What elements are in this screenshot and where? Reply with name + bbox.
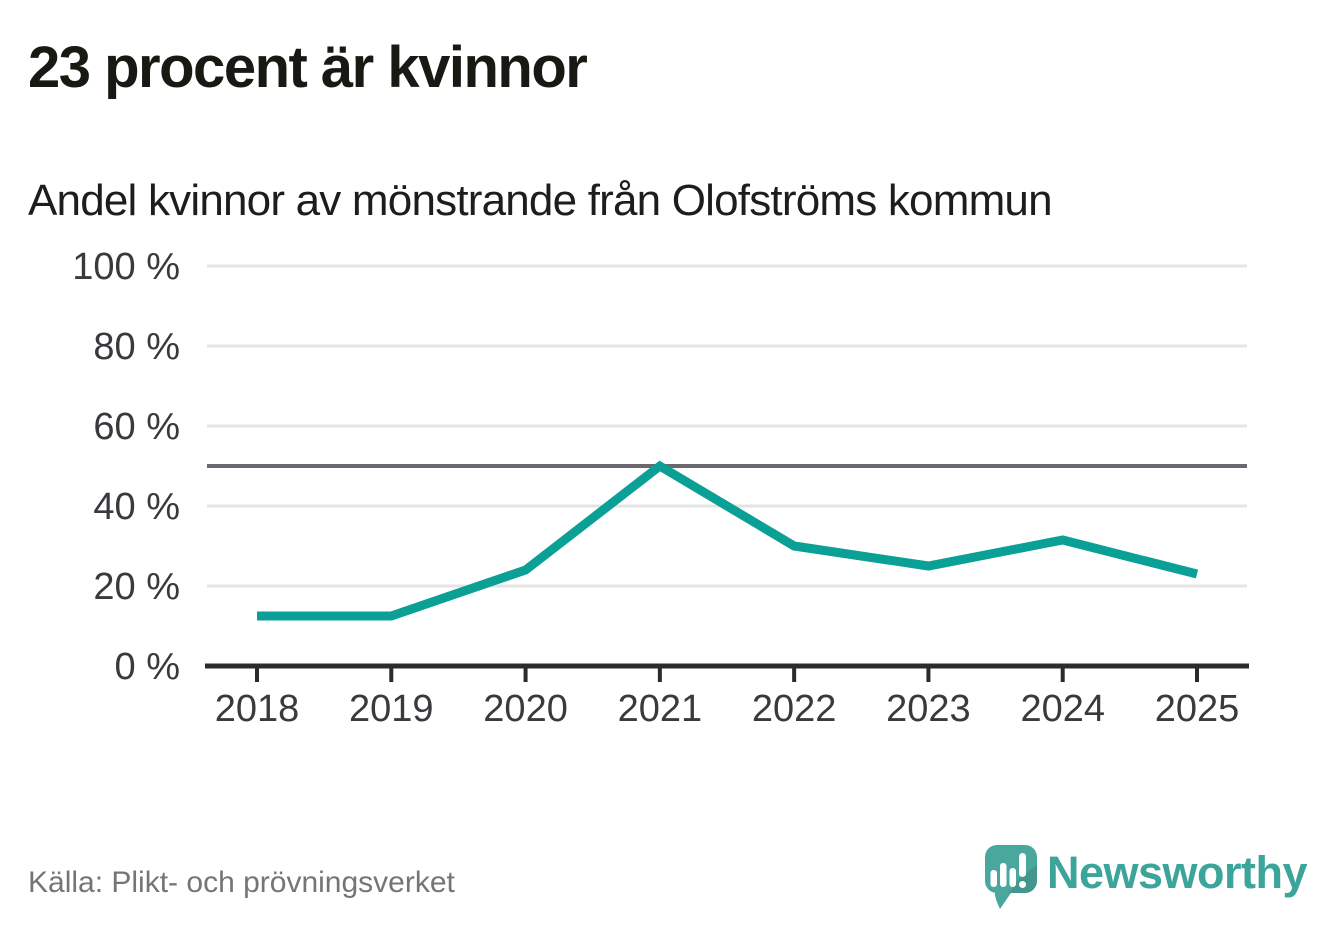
- brand-lockup: Newsworthy: [985, 845, 1308, 911]
- data-line: [257, 460, 1199, 621]
- logo-exclamation-stem: [1019, 853, 1026, 877]
- newsworthy-logo-icon: [985, 845, 1037, 909]
- source-note: Källa: Plikt- och prövningsverket: [28, 866, 455, 899]
- x-axis-tick-label: 2023: [886, 688, 971, 730]
- x-axis-tick-label: 2025: [1155, 688, 1240, 730]
- y-axis-tick-label: 80 %: [93, 326, 180, 368]
- logo-bar-small: [990, 870, 997, 887]
- x-axis-tick-label: 2022: [752, 688, 837, 730]
- x-axis-tick-label: 2020: [483, 688, 568, 730]
- y-axis-tick-label: 60 %: [93, 406, 180, 448]
- chart-title: 23 procent är kvinnor: [28, 35, 588, 100]
- x-axis-tick-label: 2019: [349, 688, 434, 730]
- chart-subtitle: Andel kvinnor av mönstrande från Olofstr…: [28, 176, 1053, 225]
- y-axis-tick-label: 20 %: [93, 566, 180, 608]
- y-axis-tick-label: 40 %: [93, 486, 180, 528]
- x-axis-tick-label: 2024: [1020, 688, 1105, 730]
- x-axis-tick-label: 2021: [618, 688, 703, 730]
- logo-bar-tall: [1000, 863, 1007, 887]
- y-axis-tick-label: 100 %: [72, 246, 180, 288]
- y-axis-tick-label: 0 %: [115, 646, 180, 688]
- logo-bubble-tail: [995, 887, 1015, 909]
- brand-wordmark: Newsworthy: [1047, 847, 1308, 898]
- x-axis-tick-label: 2018: [215, 688, 300, 730]
- logo-exclamation-dot: [1019, 881, 1026, 888]
- logo-shade: [1009, 865, 1037, 893]
- logo-bar-medium: [1009, 868, 1016, 887]
